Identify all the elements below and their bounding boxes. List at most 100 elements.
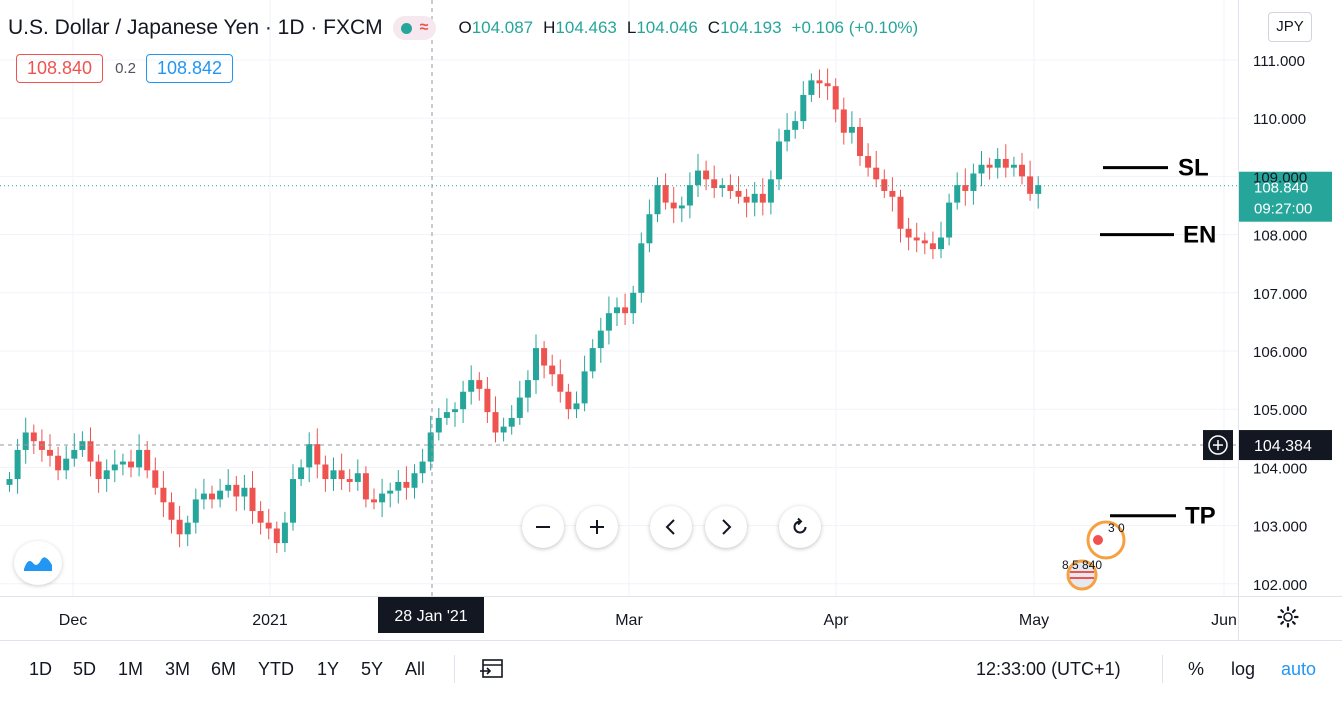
candle-body	[492, 412, 499, 433]
candle-body	[403, 481, 410, 488]
candle-body	[897, 196, 904, 229]
reset-icon	[793, 517, 807, 534]
candle-body	[290, 479, 296, 523]
range-all-button[interactable]: All	[405, 659, 426, 679]
candle-body	[6, 479, 13, 485]
candle-body	[379, 493, 386, 503]
candle-body	[419, 461, 426, 474]
candle-body	[954, 185, 961, 203]
toolbar-divider	[454, 655, 455, 683]
date-range-icon[interactable]	[479, 657, 505, 681]
candle-body	[63, 458, 70, 471]
candle-body	[654, 185, 661, 215]
candle-body	[970, 173, 977, 191]
level-label-sl: SL	[1178, 155, 1209, 182]
candle-body	[346, 479, 353, 482]
zoom-out-button[interactable]	[522, 506, 564, 548]
candle-body	[38, 441, 45, 450]
candle-body	[703, 170, 710, 180]
candle-body	[1035, 185, 1042, 194]
settings-gear-icon[interactable]	[1277, 606, 1299, 628]
candle-body	[14, 449, 21, 480]
candle-body	[249, 487, 256, 512]
candle-body	[913, 237, 920, 241]
candle-body	[573, 403, 580, 410]
candle-body	[452, 409, 458, 413]
bottom-toolbar: 1D 5D 1M 3M 6M YTD 1Y 5Y All 12:33:00 (U…	[0, 640, 1342, 702]
reset-chart-button[interactable]	[779, 506, 821, 548]
chevron-right-icon	[722, 519, 732, 535]
axes: 102.000 103.000 104.000 105.000 106.000 107.0…	[0, 0, 1342, 640]
range-3m-button[interactable]: 3M	[165, 659, 191, 679]
candle-body	[784, 129, 791, 142]
log-scale-toggle[interactable]: log	[1231, 659, 1256, 679]
range-1d-button[interactable]: 1D	[29, 659, 53, 679]
clock-timezone[interactable]: 12:33:00 (UTC+1)	[976, 659, 1121, 679]
ohlc-high: H104.463	[543, 18, 617, 37]
candle-body	[962, 185, 969, 191]
x-tick-label: Jun	[1211, 612, 1237, 629]
candle-body	[727, 185, 734, 191]
range-1m-button[interactable]: 1M	[118, 659, 144, 679]
ohlc-low: L104.046	[626, 18, 698, 37]
range-ytd-button[interactable]: YTD	[258, 659, 294, 679]
auto-scale-toggle[interactable]: auto	[1281, 659, 1317, 679]
percent-scale-toggle[interactable]: %	[1188, 659, 1205, 679]
candle-body	[443, 412, 450, 418]
candle-body	[30, 432, 37, 442]
candle-body	[921, 240, 928, 244]
y-tick-label: 109.000	[1253, 169, 1307, 186]
y-tick-label: 106.000	[1253, 344, 1307, 361]
y-tick-label: 105.000	[1253, 402, 1307, 419]
sell-price-button[interactable]: 108.840	[16, 54, 104, 83]
symbol-title[interactable]: U.S. Dollar / Japanese Yen · 1D · FXCM	[8, 16, 383, 39]
data-delay-icon: ≈	[419, 19, 429, 36]
candle-body	[281, 522, 288, 544]
candle-body	[533, 348, 539, 381]
scroll-left-button[interactable]	[650, 506, 692, 548]
candle-body	[929, 243, 936, 250]
candle-body	[257, 511, 264, 523]
candle-body	[111, 464, 118, 471]
buy-price-button[interactable]: 108.842	[145, 54, 234, 83]
current-price-label: 108.840	[1254, 180, 1308, 197]
range-6m-button[interactable]: 6M	[211, 659, 237, 679]
candle-body	[484, 388, 491, 413]
x-tick-label: 2021	[252, 612, 288, 629]
x-tick-label: Mar	[615, 612, 643, 629]
candle-body	[857, 126, 863, 157]
candle-body	[209, 493, 215, 500]
candle-body	[330, 470, 337, 480]
candle-body	[759, 193, 766, 203]
candle-body	[994, 158, 1001, 168]
candle-body	[500, 426, 507, 433]
market-status[interactable]: ≈	[392, 16, 437, 40]
crosshair-date-label-bg	[378, 597, 484, 633]
candle-body	[881, 179, 888, 191]
range-5y-button[interactable]: 5Y	[361, 659, 384, 679]
candle-body	[670, 202, 677, 209]
chevron-left-icon	[665, 519, 675, 535]
candle-body	[387, 490, 394, 494]
candle-body	[614, 307, 620, 314]
zoom-in-button[interactable]	[576, 506, 618, 548]
candle-body	[103, 470, 110, 480]
range-5d-button[interactable]: 5D	[73, 659, 97, 679]
candle-body	[630, 292, 637, 314]
scroll-right-button[interactable]	[705, 506, 747, 548]
candle-body	[865, 156, 872, 168]
level-label-tp: TP	[1185, 503, 1216, 530]
candle-body	[605, 313, 612, 331]
price-chart[interactable]: 108.840 09:27:00 104.384 28 Jan '21 SL EN TP 3 …	[0, 0, 1342, 640]
candle-body	[735, 190, 742, 197]
chart-area[interactable]: 108.840 09:27:00 104.384 28 Jan '21 SL EN TP 3 …	[0, 0, 1342, 640]
candle-body	[776, 141, 782, 180]
candle-body	[516, 397, 523, 418]
candle-body	[427, 432, 434, 462]
candle-body	[508, 417, 515, 427]
range-1y-button[interactable]: 1Y	[317, 659, 340, 679]
candle-body	[192, 499, 199, 523]
currency-button[interactable]: JPY	[1268, 12, 1312, 42]
tradingview-logo[interactable]	[14, 541, 62, 585]
candle-body	[217, 490, 224, 500]
